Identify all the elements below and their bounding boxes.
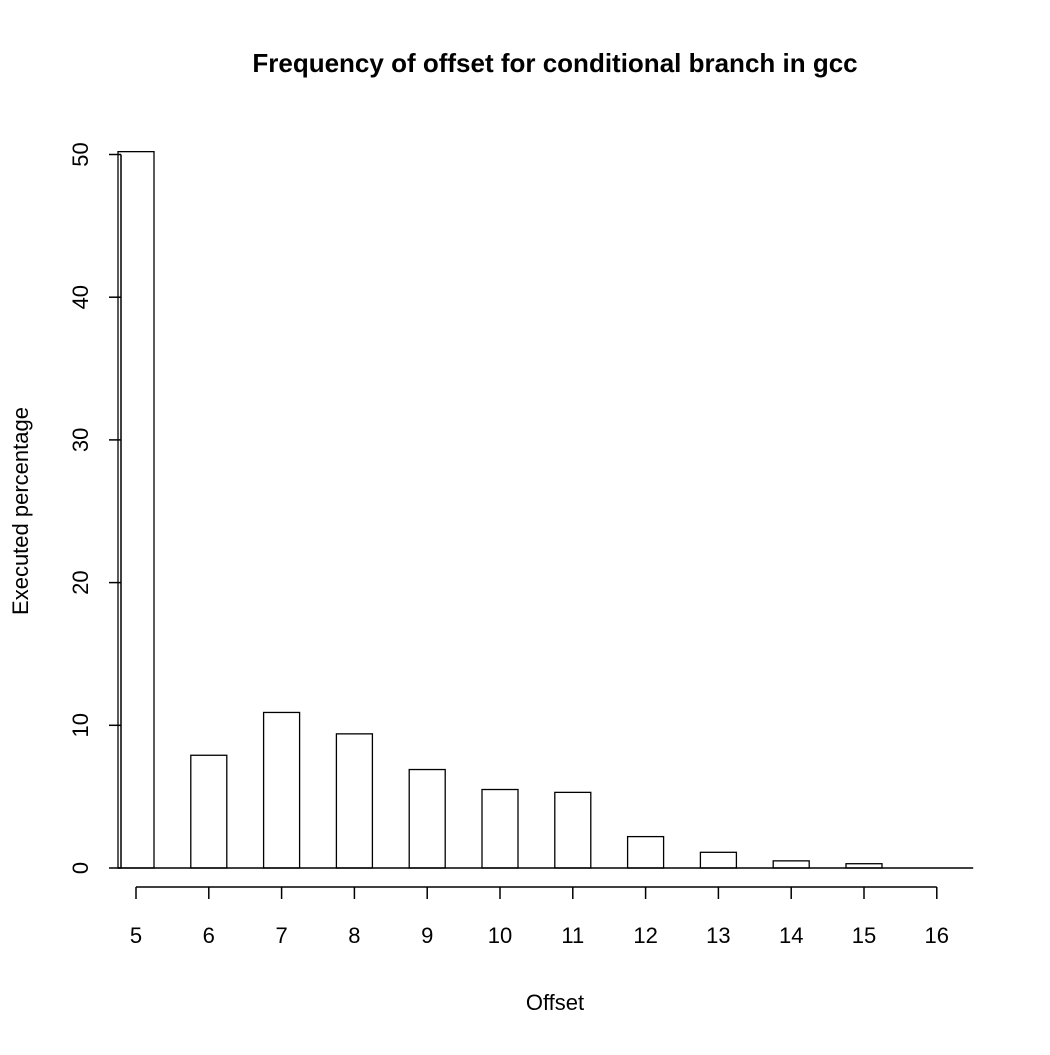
chart-title: Frequency of offset for conditional bran… xyxy=(252,48,857,78)
x-tick-label: 16 xyxy=(925,923,949,948)
x-tick-label: 6 xyxy=(203,923,215,948)
y-tick-label: 0 xyxy=(68,862,93,874)
x-tick-label: 14 xyxy=(779,923,803,948)
bar-offset-12 xyxy=(626,835,665,869)
bar-offset-11 xyxy=(554,791,592,869)
bar-offset-10 xyxy=(481,788,519,869)
x-tick-label: 9 xyxy=(421,923,433,948)
bar-offset-9 xyxy=(408,768,446,869)
y-tick-label: 10 xyxy=(68,713,93,737)
x-tick-label: 8 xyxy=(348,923,360,948)
y-tick-label: 50 xyxy=(68,142,93,166)
x-tick-label: 7 xyxy=(275,923,287,948)
x-axis: 5 6 7 8 9 10 11 12 13 14 15 16 xyxy=(130,886,949,948)
bar-offset-13 xyxy=(699,851,738,869)
x-tick-label: 12 xyxy=(633,923,657,948)
x-tick-label: 15 xyxy=(852,923,876,948)
x-tick-label: 5 xyxy=(130,923,142,948)
y-tick-label: 30 xyxy=(68,428,93,452)
y-tick-label: 20 xyxy=(68,570,93,594)
x-tick-label: 11 xyxy=(561,923,584,948)
bars-layer xyxy=(117,150,974,869)
y-axis-title: Executed percentage xyxy=(8,407,33,615)
x-tick-label: 10 xyxy=(488,923,512,948)
bar-offset-5 xyxy=(117,150,155,869)
bar-offset-6 xyxy=(190,754,228,869)
y-tick-label: 40 xyxy=(68,285,93,309)
bar-offset-14 xyxy=(772,860,810,869)
x-axis-title: Offset xyxy=(526,990,584,1015)
bar-offset-8 xyxy=(335,733,374,869)
y-axis: 0 10 20 30 40 50 xyxy=(68,142,122,874)
x-tick-label: 13 xyxy=(706,923,730,948)
bar-offset-7 xyxy=(262,711,301,869)
